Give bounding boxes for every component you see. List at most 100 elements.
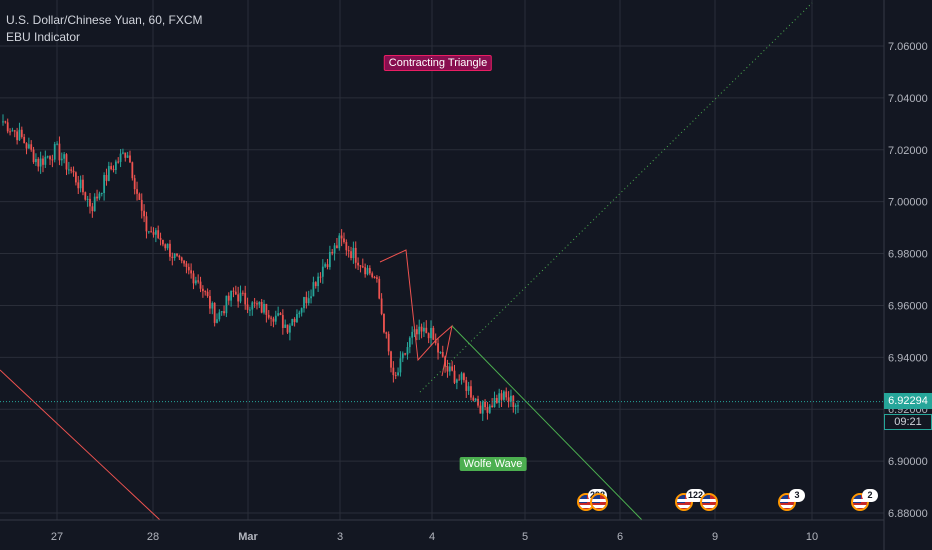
wolfe-wave-label[interactable]: Wolfe Wave	[459, 457, 527, 471]
candle-body	[408, 337, 411, 348]
candle-body	[514, 405, 517, 407]
candle-body	[37, 158, 40, 167]
symbol-title[interactable]: U.S. Dollar/Chinese Yuan, 60, FXCM	[6, 13, 203, 27]
candle-body	[117, 161, 120, 163]
candle-body	[420, 326, 423, 332]
candle-body	[319, 276, 322, 278]
candle-body	[380, 298, 383, 314]
candle-body	[352, 247, 355, 259]
current-price-label: 6.92294	[884, 393, 932, 409]
candle-body	[79, 179, 82, 189]
candle-body	[86, 198, 89, 200]
candle-body	[11, 130, 14, 132]
contracting-triangle-label[interactable]: Contracting Triangle	[383, 55, 493, 71]
candle-body	[180, 257, 183, 261]
time-tick-label: 6	[617, 531, 623, 543]
us-flag-icon	[700, 493, 718, 511]
candle-body	[491, 405, 494, 408]
candle-body	[77, 182, 80, 189]
economic-event-marker-3[interactable]: 3	[778, 489, 806, 513]
candle-body	[27, 144, 30, 149]
candle-body	[267, 314, 270, 318]
candle-body	[364, 267, 367, 275]
bar-countdown-label: 09:21	[884, 414, 932, 430]
candle-body	[89, 198, 91, 207]
candle-body	[114, 161, 117, 170]
candle-body	[472, 397, 475, 401]
candle-body	[465, 380, 468, 391]
candle-body	[65, 154, 68, 170]
candle-body	[305, 297, 308, 304]
candle-body	[133, 178, 136, 190]
candle-body	[336, 245, 338, 249]
price-tick-label: 6.98000	[888, 249, 928, 261]
candle-body	[479, 405, 482, 414]
economic-event-marker-2b[interactable]	[700, 491, 728, 513]
candle-body	[171, 256, 174, 259]
candle-body	[291, 318, 294, 326]
candle-body	[30, 144, 33, 150]
candle-body	[246, 304, 249, 310]
candle-body	[488, 405, 491, 413]
price-tick-label: 6.96000	[888, 300, 928, 312]
contracting-triangle-lines	[379, 249, 453, 377]
candle-body	[44, 156, 47, 165]
candle-body	[32, 149, 35, 163]
candle-body	[53, 144, 56, 160]
candle-body	[91, 206, 94, 212]
candle-body	[390, 351, 392, 368]
candle-body	[23, 136, 26, 144]
candle-body	[359, 265, 362, 267]
candle-body	[159, 237, 162, 240]
candle-body	[394, 375, 397, 377]
candle-body	[56, 143, 58, 145]
wolfe-wave-target-line	[451, 325, 643, 521]
candle-body	[463, 373, 465, 381]
indicator-title[interactable]: EBU Indicator	[6, 30, 81, 44]
candle-body	[209, 296, 211, 309]
event-count-badge: 2	[862, 489, 878, 502]
candle-body	[63, 154, 66, 159]
us-flag-icon	[590, 493, 608, 511]
economic-event-marker-2[interactable]: 122	[675, 489, 706, 513]
candle-body	[434, 339, 437, 344]
candle-body	[20, 129, 23, 137]
candle-body	[493, 398, 496, 408]
candle-body	[507, 397, 510, 402]
candle-body	[284, 324, 287, 328]
candle-body	[194, 280, 197, 284]
candle-body	[498, 393, 501, 403]
candle-body	[404, 353, 407, 355]
candle-body	[467, 386, 470, 391]
candle-body	[173, 253, 176, 259]
pattern-overlays	[379, 2, 813, 521]
candle-body	[300, 308, 303, 313]
candle-body	[70, 169, 73, 171]
candle-body	[185, 263, 188, 267]
candle-body	[218, 312, 221, 320]
candle-body	[312, 282, 315, 297]
candle-body	[187, 266, 190, 271]
candle-body	[385, 332, 388, 334]
candle-body	[249, 309, 251, 311]
candle-body	[4, 121, 7, 123]
candle-body	[272, 318, 275, 322]
candle-body	[303, 297, 305, 309]
candle-body	[298, 312, 301, 315]
economic-event-marker-1b[interactable]	[590, 491, 618, 513]
candle-body	[60, 158, 63, 161]
price-tick-label: 7.02000	[888, 145, 928, 157]
candle-body	[455, 379, 458, 383]
candle-body	[418, 326, 421, 335]
candle-body	[446, 366, 449, 372]
candle-body	[484, 401, 486, 408]
candle-body	[164, 244, 167, 249]
candle-body	[477, 398, 479, 406]
candle-body	[281, 315, 284, 328]
candle-body	[481, 401, 484, 414]
economic-event-marker-4[interactable]: 2	[851, 489, 879, 513]
candle-body	[437, 343, 439, 353]
candle-body	[136, 189, 138, 194]
